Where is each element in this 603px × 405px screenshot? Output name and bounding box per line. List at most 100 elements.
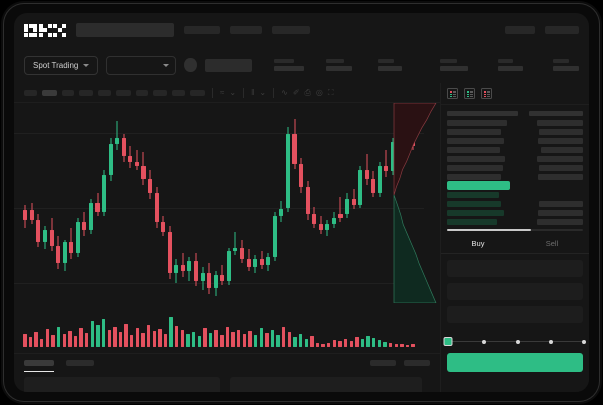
volume-bar [146, 325, 151, 347]
orderbook-ask-row[interactable] [447, 118, 583, 127]
slider-stop-50[interactable] [515, 339, 520, 344]
slider-stop-25[interactable] [482, 339, 487, 344]
settings-chevron-icon[interactable]: ⌄ [259, 87, 267, 97]
candle [134, 111, 139, 306]
orderbook-asks-icon[interactable] [481, 88, 492, 99]
amount-slider[interactable] [443, 337, 586, 346]
volume-bar [56, 327, 61, 347]
volume-bar [23, 333, 27, 347]
order-price-field[interactable] [447, 260, 583, 277]
order-history-tab[interactable] [66, 360, 94, 366]
buy-submit-button[interactable] [447, 353, 583, 372]
orderbook-scrollbar[interactable] [447, 229, 583, 231]
interval-pill-4[interactable] [79, 89, 93, 96]
orderbook-bid-row[interactable] [447, 208, 583, 217]
interval-pill-2[interactable] [42, 89, 57, 96]
nav-item-3[interactable] [272, 26, 310, 34]
stat-block-2 [326, 59, 352, 71]
trading-pair-select[interactable] [106, 55, 177, 75]
tablet-device-frame: Spot Trading [4, 4, 599, 401]
volume-bar [282, 326, 286, 347]
candle [141, 111, 146, 306]
orderbook-bids-icon[interactable] [464, 88, 475, 99]
orderbook-ask-row[interactable] [447, 163, 583, 172]
candle [88, 111, 93, 306]
orderbook-ask-row[interactable] [447, 136, 583, 145]
interval-pill-7[interactable] [136, 89, 148, 96]
slider-track [448, 341, 582, 342]
interval-pill-3[interactable] [62, 89, 74, 96]
orderbook-bid-row[interactable] [447, 199, 583, 208]
orderbook-ask-row[interactable] [447, 127, 583, 136]
bottom-action-2[interactable] [404, 360, 430, 366]
candle [154, 111, 159, 306]
candle [108, 111, 113, 306]
candle [358, 111, 363, 306]
orderbook-ask-row[interactable] [447, 172, 583, 181]
chart-type-chevron-icon[interactable]: ⌄ [229, 87, 237, 97]
compare-icon[interactable]: ‖ [251, 87, 255, 97]
volume-bar [304, 338, 308, 347]
interval-pill-1[interactable] [24, 89, 37, 96]
camera-icon[interactable]: ⎙ [304, 87, 311, 97]
interval-pill-5[interactable] [98, 89, 111, 96]
open-orders-tab[interactable] [24, 360, 54, 372]
volume-bar [237, 329, 241, 347]
candle [410, 111, 415, 306]
volume-bar [338, 341, 342, 347]
pencil-icon[interactable]: ✐ [292, 87, 300, 97]
orderbook-bid-row[interactable] [447, 217, 583, 226]
order-amount-field[interactable] [447, 283, 583, 300]
candle [62, 111, 67, 306]
fullscreen-icon[interactable]: ⛶ [327, 87, 334, 97]
slider-handle[interactable] [443, 337, 453, 346]
nav-item-2[interactable] [230, 26, 262, 34]
orderbook-cell-left [447, 191, 499, 198]
orderbook-ask-row[interactable] [447, 154, 583, 163]
drawing-wave-icon[interactable]: ∿ [281, 87, 288, 97]
search-input[interactable] [76, 23, 174, 37]
candle [279, 111, 284, 306]
candle [351, 111, 356, 306]
indicators-icon[interactable]: ≈ [220, 87, 225, 97]
alert-icon[interactable]: ◎ [315, 87, 323, 97]
bottom-action-1[interactable] [370, 360, 396, 366]
slider-stop-100[interactable] [581, 339, 586, 344]
nav-item-4[interactable] [505, 26, 535, 34]
candle [312, 111, 317, 306]
market-type-select[interactable]: Spot Trading [24, 55, 99, 75]
orderbook-both-icon[interactable] [447, 88, 458, 99]
slider-stop-75[interactable] [549, 339, 554, 344]
price-chart[interactable] [14, 103, 424, 353]
orderbook-cell-right [536, 119, 583, 126]
order-total-field[interactable] [447, 306, 583, 323]
volume-bar [130, 334, 134, 347]
tab-buy[interactable]: Buy [471, 239, 485, 248]
volume-bar [169, 316, 173, 347]
orderbook-column-headers[interactable] [447, 109, 583, 118]
nav-item-1[interactable] [184, 26, 220, 34]
candle [42, 111, 47, 306]
nav-item-5[interactable] [545, 26, 579, 34]
tab-sell[interactable]: Sell [545, 239, 559, 248]
bottom-card-right[interactable] [230, 377, 422, 392]
volume-bar [124, 323, 128, 347]
candle [56, 111, 61, 306]
interval-pill-8[interactable] [153, 89, 167, 96]
orderbook-ask-row[interactable] [447, 145, 583, 154]
bottom-card-left[interactable] [24, 377, 220, 392]
orderbook-spread-row[interactable] [447, 181, 583, 190]
okx-logo-icon[interactable] [24, 23, 66, 37]
interval-pill-10[interactable] [190, 89, 205, 96]
volume-bar [180, 329, 185, 347]
candle [305, 111, 310, 306]
volume-bar [298, 333, 303, 347]
interval-pill-6[interactable] [116, 89, 131, 96]
logo-glyph-o [24, 23, 37, 37]
toolbar-divider [212, 87, 213, 98]
interval-pill-9[interactable] [172, 89, 185, 96]
orderbook[interactable] [441, 105, 589, 226]
volume-bar [28, 337, 33, 347]
candle [128, 111, 133, 306]
orderbook-bid-row[interactable] [447, 190, 583, 199]
